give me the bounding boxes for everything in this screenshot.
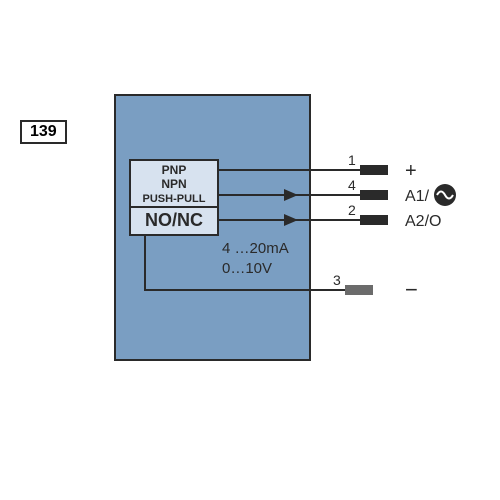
- analog-line2: 0…10V: [222, 260, 272, 277]
- output-type-line1: PNP: [162, 163, 187, 177]
- pin2-block: [360, 215, 388, 225]
- pin4-number: 4: [348, 177, 356, 193]
- output-type-line2: NPN: [161, 177, 186, 191]
- pin1-number: 1: [348, 152, 356, 168]
- pin3-number: 3: [333, 272, 341, 288]
- nonc-label: NO/NC: [145, 210, 203, 230]
- pin3-block: [345, 285, 373, 295]
- analog-line1: 4 …20mA: [222, 240, 289, 257]
- pin3-label: −: [405, 277, 418, 302]
- pin4-label: A1/: [405, 188, 430, 205]
- pin4-block: [360, 190, 388, 200]
- wiring-diagram: PNP NPN PUSH-PULL NO/NC 4 …20mA 0…10V 1 …: [0, 0, 500, 500]
- pin2-label: A2/O: [405, 213, 441, 230]
- pin1-label: +: [405, 160, 417, 182]
- output-type-line3: PUSH-PULL: [143, 193, 206, 205]
- pin1-block: [360, 165, 388, 175]
- figure-label: 139: [20, 120, 67, 144]
- pin2-number: 2: [348, 202, 356, 218]
